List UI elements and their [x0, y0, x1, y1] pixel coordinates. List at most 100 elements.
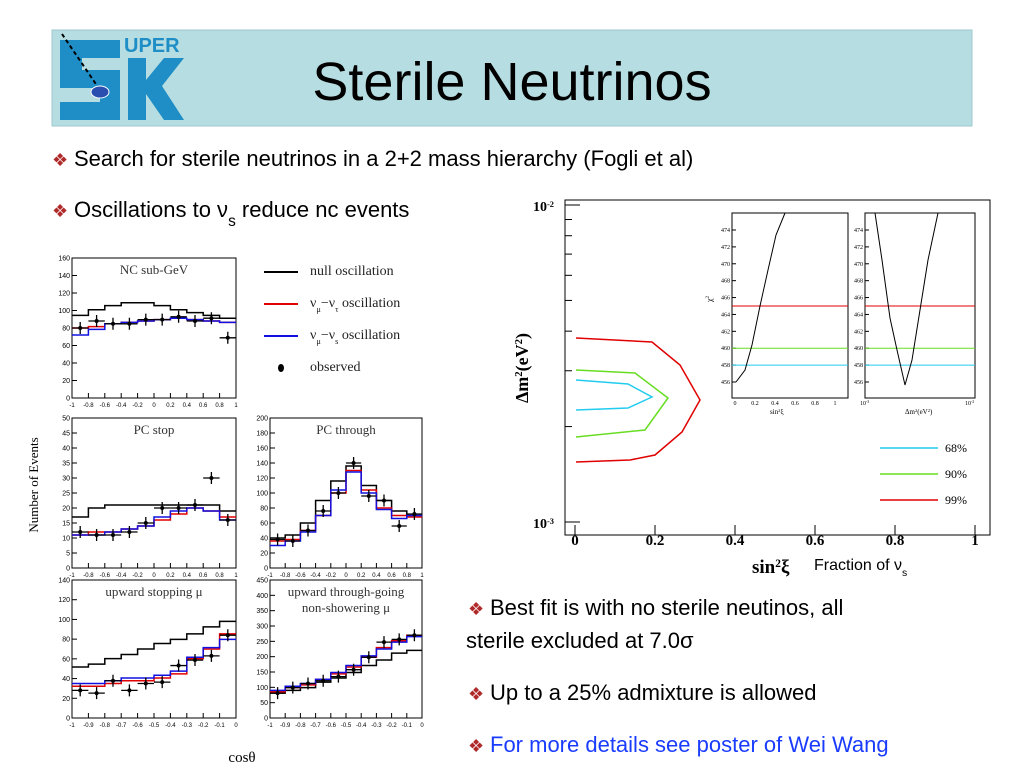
x-tick-label: 0.8 [886, 533, 905, 549]
x-tick-label: -0.4 [356, 723, 367, 729]
y-tick-label: 0 [66, 396, 70, 403]
legend-text: 99% [945, 493, 967, 507]
bullet-glyph: ❖ [468, 736, 484, 756]
y-tick-label: 468 [854, 279, 863, 285]
y-tick-label: 40 [62, 676, 70, 683]
legend-text: νμ−νs oscillation [310, 328, 400, 346]
y-tick-label: 140 [256, 461, 268, 468]
inset-x-label-part: (eV [917, 408, 928, 416]
legend-text-part: ν [310, 296, 316, 311]
x-tick-label: -0.5 [149, 723, 160, 729]
y-tick-label: 450 [256, 578, 268, 585]
y-tick-label: 10 [62, 536, 70, 543]
null-curve [72, 504, 236, 518]
x-tick-label: 10-2 [965, 400, 974, 407]
x-tick-label: -0.6 [100, 573, 111, 579]
y-tick-label: 140 [58, 578, 70, 585]
observed-dot [290, 685, 295, 690]
x-tick-label: -0.8 [280, 573, 291, 579]
y-tick-label: 474 [854, 228, 863, 234]
chi2-curve [874, 212, 939, 386]
x-tick-label: -0.7 [310, 723, 321, 729]
panel-frame [71, 417, 237, 569]
y-tick-label: 100 [256, 491, 268, 498]
y-tick-label: 60 [62, 656, 70, 663]
x-tick-label: -0.7 [116, 723, 127, 729]
bullet-glyph: ❖ [468, 684, 484, 704]
y-tick-label: 0 [66, 716, 70, 723]
inset-x-label-part: ξ [780, 408, 783, 416]
observed-dot [127, 321, 132, 326]
y-tick-label: 462 [721, 329, 730, 335]
y-tick-label: 200 [256, 416, 268, 423]
legend-text-part: null oscillation [310, 264, 394, 279]
y-tick-label: 0 [264, 566, 268, 573]
y-tick-label: 458 [721, 363, 730, 369]
y-tick-label: 50 [62, 416, 70, 423]
bullet-text: Best fit is with no sterile neutinos, al… [490, 595, 843, 620]
legend-text-part: oscillation [338, 296, 400, 311]
x-tick-label: 0.4 [183, 403, 192, 409]
inset-x-label: Δm2(eV2) [905, 408, 933, 417]
panel-title: non-showering μ [302, 600, 390, 615]
x-tick-label: -0.3 [182, 723, 193, 729]
observed-dot [160, 680, 165, 685]
y-tick-label: 250 [256, 639, 268, 646]
x-tick-label: -0.2 [132, 573, 143, 579]
observed-dot [111, 533, 115, 537]
legend-text: 90% [945, 467, 967, 481]
observed-dot [176, 663, 181, 668]
y-tick-label: 466 [721, 296, 730, 302]
observed-dot [412, 512, 417, 516]
logo-text: UPER [124, 35, 180, 57]
inset-y-label-part: χ [705, 298, 714, 303]
slide-title: Sterile Neutrinos [312, 52, 711, 112]
observed-dot [111, 321, 115, 326]
x-tick-label: 1 [971, 533, 979, 549]
x-tick-label: 0 [571, 533, 579, 549]
observed-dot [321, 509, 326, 513]
x-tick-label-script: -2 [971, 400, 974, 404]
y-tick-label: 470 [854, 262, 863, 268]
y-tick-label: 20 [62, 378, 70, 385]
contour-99 [575, 337, 701, 463]
bullet-text: For more details see poster of Wei Wang [490, 732, 889, 757]
inset-x-label-script: 2 [778, 408, 781, 413]
observed-dot [336, 491, 341, 495]
observed-dot [225, 518, 230, 522]
x-tick-label: 1 [234, 403, 238, 409]
x-tick-label: 0 [234, 723, 238, 729]
x-tick-label: 1 [234, 573, 238, 579]
bullet-text: sterile excluded at 7.0σ [466, 628, 694, 653]
y-tick-label: 456 [721, 380, 730, 386]
inset-x-label-part: Δm [905, 408, 916, 416]
inset-y-label-script: 2 [705, 295, 711, 298]
inset-x-label-part: ) [930, 408, 933, 416]
x-tick-label: 0.6 [199, 403, 208, 409]
y-tick-label: 120 [58, 291, 70, 298]
y-tick-label: 25 [62, 491, 70, 498]
observed-dot [78, 688, 83, 693]
y-tick-label: 472 [854, 245, 863, 251]
y-tick-label: 80 [260, 506, 268, 513]
y-axis-label-part: Δm [512, 377, 532, 403]
y-tick-label: 400 [256, 593, 268, 600]
y-tick-label: 140 [58, 273, 70, 280]
legend-text: νμ−ντ oscillation [310, 296, 400, 314]
observed-dot [94, 319, 99, 323]
x-axis-label-script: 2 [775, 558, 781, 570]
y-tick-label: 20 [260, 551, 268, 558]
y-axis-label: Number of Events [26, 437, 41, 532]
legend-text-part: oscillation [338, 328, 400, 343]
y-tick-label: 460 [721, 346, 730, 352]
observed-dot [143, 681, 148, 686]
x-tick-label-part: 10 [965, 401, 971, 407]
content: ❖ Search for sterile neutrinos in a 2+2 m… [26, 146, 991, 766]
y-tick-label: 40 [260, 536, 268, 543]
inset-x-label-script: 2 [928, 408, 931, 413]
observed-dot [160, 506, 165, 510]
y-tick-label-part: 10 [533, 517, 547, 532]
observed-dot [290, 539, 295, 543]
observed-dot [225, 335, 230, 340]
bullet-text-script: s [228, 213, 236, 230]
